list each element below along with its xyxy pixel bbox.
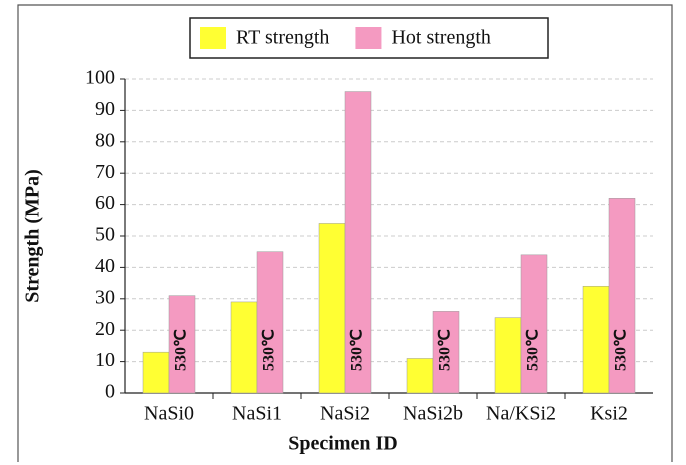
bar <box>318 223 346 394</box>
y-tick-label: 100 <box>85 67 115 89</box>
y-tick-label: 40 <box>95 255 115 277</box>
y-tick-label: 10 <box>95 349 115 371</box>
legend-swatch <box>200 27 226 49</box>
y-tick-label: 60 <box>95 192 115 214</box>
x-tick-label: NaSi0 <box>144 403 194 425</box>
bar <box>494 317 522 394</box>
bar <box>168 295 196 394</box>
x-tick-label: Na/KSi2 <box>486 403 556 425</box>
annotation: 530℃ <box>173 329 190 371</box>
legend-label: Hot strength <box>391 27 490 49</box>
y-tick-label: 80 <box>95 129 115 151</box>
bar <box>344 91 372 394</box>
frame <box>17 4 673 462</box>
x-tick-label: NaSi1 <box>232 403 282 425</box>
bar <box>432 311 460 394</box>
x-axis-label: Specimen ID <box>288 433 397 455</box>
legend-label: RT strength <box>236 27 329 49</box>
bar <box>142 351 170 394</box>
bar <box>230 301 258 394</box>
y-tick-label: 0 <box>105 381 115 403</box>
y-tick-label: 70 <box>95 161 115 183</box>
annotation: 530℃ <box>437 329 454 371</box>
bar <box>608 198 636 394</box>
bar <box>582 285 610 394</box>
bar <box>256 251 284 394</box>
y-tick-label: 30 <box>95 286 115 308</box>
x-tick-label: NaSi2b <box>403 403 463 425</box>
bar <box>520 254 548 394</box>
x-tick-label: NaSi2 <box>320 403 370 425</box>
y-axis-label: Strength (MPa) <box>22 169 44 303</box>
legend-swatch <box>355 27 382 49</box>
annotation: 530℃ <box>613 329 630 371</box>
annotation: 530℃ <box>261 329 278 371</box>
y-tick-label: 50 <box>95 224 115 246</box>
x-tick-label: Ksi2 <box>590 403 628 425</box>
y-tick-label: 20 <box>95 318 115 340</box>
y-tick-label: 90 <box>95 98 115 120</box>
annotation: 530℃ <box>349 329 366 371</box>
annotation: 530℃ <box>525 329 542 371</box>
bar <box>406 358 434 394</box>
